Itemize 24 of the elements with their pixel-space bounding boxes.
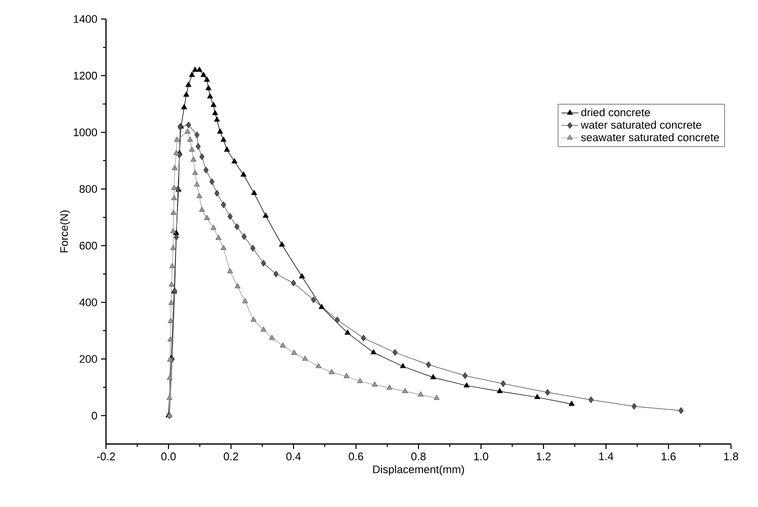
x-tick-label: 1.2 [536, 452, 551, 460]
y-tick-label: 1200 [74, 72, 98, 80]
legend-label: water saturated concrete [580, 120, 702, 129]
y-tick-label: 0 [92, 412, 98, 420]
x-tick-label: 1.4 [599, 452, 614, 460]
x-tick-label: -0.2 [97, 452, 115, 460]
y-tick-label: 1400 [74, 15, 98, 23]
x-tick-label: 1.6 [662, 452, 676, 460]
x-tick-label: 0.4 [286, 452, 301, 460]
x-tick-label: 0.2 [224, 452, 238, 460]
legend-label: seawater saturated concrete [581, 133, 720, 142]
x-tick-label: 0.0 [161, 452, 176, 460]
x-tick-label: 1.0 [474, 452, 488, 460]
y-tick-label: 400 [79, 298, 98, 306]
y-tick-label: 1000 [74, 128, 98, 136]
y-axis-title: Force(N) [60, 210, 70, 252]
y-tick-label: 600 [80, 242, 98, 250]
x-axis-title: Displacement(mm) [373, 465, 464, 476]
y-tick-label: 200 [80, 355, 98, 363]
x-tick-label: 0.8 [411, 452, 426, 460]
y-tick-label: 800 [80, 185, 98, 193]
x-tick-label: 0.6 [348, 452, 364, 460]
legend-label: dried concrete [581, 108, 650, 116]
x-tick-label: 1.8 [724, 452, 738, 460]
